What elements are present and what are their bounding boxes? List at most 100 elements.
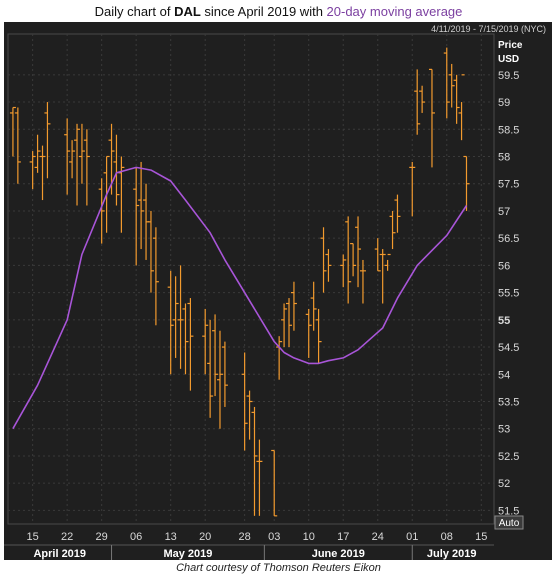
ohlc-bar (83, 129, 90, 206)
ohlc-bar (409, 161, 416, 217)
ohlc-bar (315, 308, 322, 364)
ohlc-bar (310, 281, 317, 331)
ohlc-bar (98, 178, 105, 244)
ohlc-bar (167, 270, 174, 375)
x-tick-label: 06 (130, 531, 142, 543)
ohlc-bar (428, 68, 435, 168)
ohlc-bar (463, 155, 470, 211)
title-prefix: Daily chart of (94, 4, 175, 19)
chart-caption: Chart courtesy of Thomson Reuters Eikon (176, 562, 381, 574)
auto-label: Auto (499, 518, 520, 529)
ohlc-bar (74, 123, 81, 206)
ohlc-bar (216, 330, 223, 429)
y-axis-unit: USD (498, 54, 519, 65)
ohlc-bar (14, 107, 21, 184)
ohlc-bar (276, 336, 283, 380)
x-tick-label: 24 (372, 531, 384, 543)
y-tick-label: 55.5 (498, 288, 519, 300)
y-tick-label: 56 (498, 260, 510, 272)
ohlc-bar (29, 151, 36, 190)
ohlc-bar (325, 249, 332, 282)
title-ticker: DAL (174, 4, 201, 19)
ohlc-bar (251, 406, 258, 516)
ohlc-bar (286, 298, 293, 348)
x-tick-label: 01 (406, 531, 418, 543)
ohlc-bar (246, 390, 253, 440)
ohlc-bar (448, 63, 455, 108)
ohlc-bar (443, 47, 450, 119)
plot-frame (7, 33, 495, 525)
chart-svg: 51.5 52 52.5 53 53.5 54 54.5 55 55.5 56 56.5 57 57.5… (4, 33, 524, 560)
month-label: May 2019 (163, 548, 212, 560)
y-tick-label: 52.5 (498, 451, 519, 463)
y-tick-label: 51.5 (498, 505, 519, 517)
ohlc-bar (39, 145, 46, 201)
ohlc-bar (182, 303, 189, 375)
ohlc-bar (172, 276, 179, 358)
month-label: June 2019 (312, 548, 365, 560)
y-tick-label: 57 (498, 206, 510, 218)
ohlc-bar (355, 216, 362, 288)
y-tick-label: 54 (498, 369, 510, 381)
ohlc-bar (147, 210, 154, 293)
title-ma-label: 20-day moving average (326, 4, 463, 19)
ohlc-bar (78, 123, 85, 184)
title-middle: since April 2019 with (200, 4, 327, 19)
y-tick-label: 56.5 (498, 233, 519, 245)
ohlc-bar (320, 227, 327, 293)
x-tick-label: 10 (303, 531, 315, 543)
chart-title: Daily chart of DAL since April 2019 with… (0, 4, 557, 19)
x-tick-label: 03 (268, 531, 280, 543)
y-tick-label: 54.5 (498, 342, 519, 354)
ohlc-bar (207, 319, 214, 418)
ohlc-bar (350, 243, 357, 277)
ohlc-bar (290, 281, 297, 331)
y-tick-label: 53 (498, 424, 510, 436)
y-tick-label: 55 (498, 315, 510, 327)
ohlc-bar (69, 140, 76, 179)
x-tick-label: 17 (337, 531, 349, 543)
ohlc-bar (379, 249, 386, 304)
x-tick-label: 22 (61, 531, 73, 543)
date-range-label: 4/11/2019 - 7/15/2019 (NYC) (431, 24, 546, 34)
ohlc-bar (44, 102, 51, 179)
ohlc-bar (384, 253, 391, 271)
ohlc-bar (374, 238, 381, 272)
y-axis-label: Price (498, 40, 523, 51)
ohlc-bar (281, 303, 288, 348)
ohlc-bar (453, 74, 460, 124)
ohlc-bar (359, 259, 366, 304)
ohlc-bar (9, 106, 16, 157)
x-tick-label: 15 (475, 531, 487, 543)
y-tick-label: 59 (498, 97, 510, 109)
ohlc-bar (34, 134, 41, 173)
ohlc-bar (177, 265, 184, 369)
ohlc-bar (419, 85, 426, 113)
ohlc-bar (271, 449, 278, 517)
x-tick-label: 08 (441, 531, 453, 543)
ohlc-bar (340, 254, 347, 288)
y-tick-label: 57.5 (498, 179, 519, 191)
ohlc-bar (389, 210, 396, 250)
moving-average-line (12, 166, 468, 430)
month-label: July 2019 (427, 548, 477, 560)
ohlc-bar (221, 341, 228, 407)
y-tick-label: 58.5 (498, 124, 519, 136)
x-tick-label: 28 (239, 531, 251, 543)
ohlc-bar (64, 118, 71, 195)
x-tick-label: 20 (199, 531, 211, 543)
month-label: April 2019 (33, 548, 86, 560)
ohlc-bar (394, 194, 401, 233)
auto-button-frame (494, 515, 524, 530)
ohlc-bar (241, 352, 248, 451)
chart-panel: 51.5 52 52.5 53 53.5 54 54.5 55 55.5 56 56.5 57 57.5… (4, 22, 552, 560)
ohlc-bar (133, 167, 140, 266)
ohlc-bar (345, 216, 352, 304)
ohlc-bar (113, 134, 120, 206)
x-tick-label: 15 (27, 531, 39, 543)
x-tick-label: 13 (165, 531, 177, 543)
y-tick-label: 58 (498, 152, 510, 164)
ohlc-bar (305, 308, 312, 358)
ohlc-bar (212, 314, 219, 397)
ohlc-bar (202, 308, 209, 375)
